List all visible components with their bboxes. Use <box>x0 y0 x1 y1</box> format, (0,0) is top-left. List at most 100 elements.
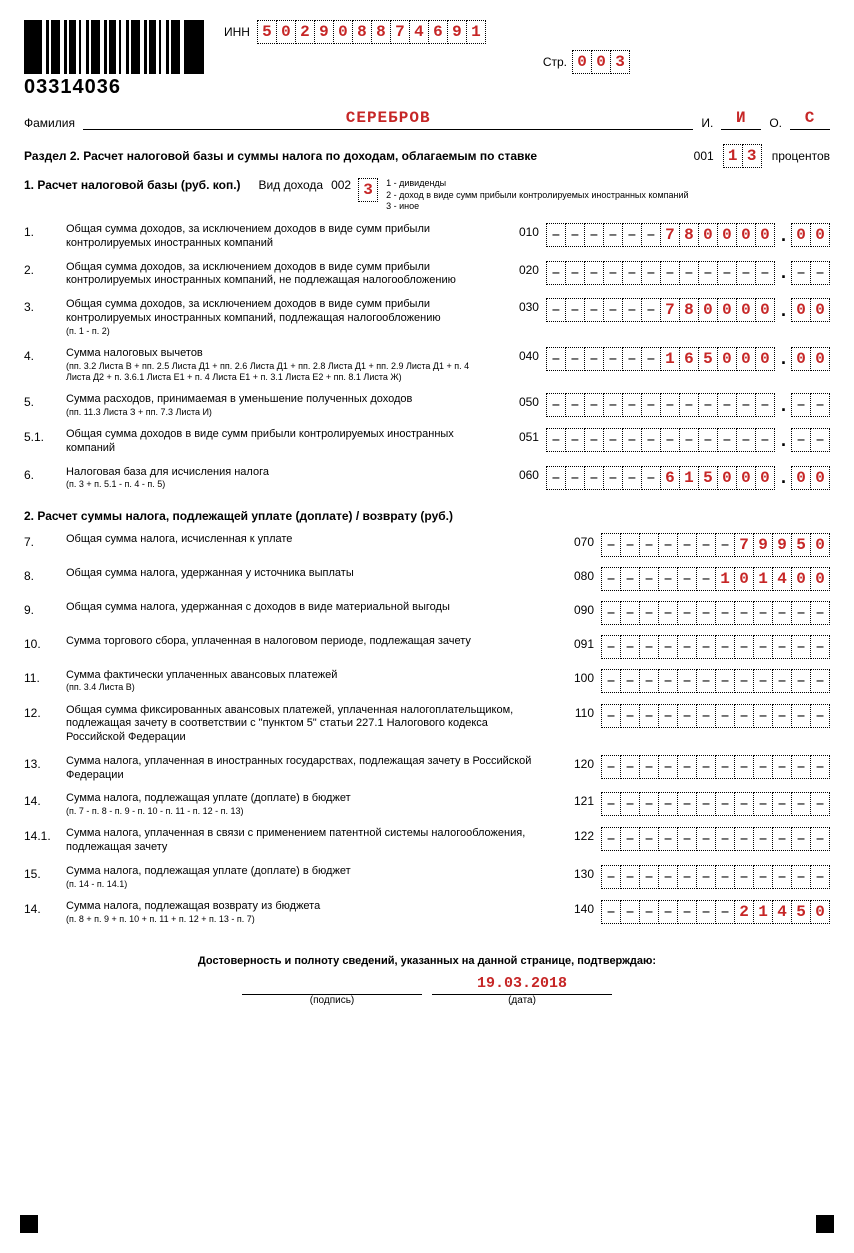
cell: 9 <box>314 20 334 44</box>
cell <box>791 635 811 659</box>
line-number: 8. <box>24 567 58 583</box>
line-description: Общая сумма фиксированных авансовых плат… <box>66 704 550 745</box>
sub1-title: 1. Расчет налоговой базы (руб. коп.) <box>24 178 241 192</box>
form-line: 11.Сумма фактически уплаченных авансовых… <box>24 669 830 694</box>
cell: 0 <box>736 298 756 322</box>
cell <box>639 533 659 557</box>
cell <box>639 827 659 851</box>
cell <box>620 601 640 625</box>
cell <box>696 635 716 659</box>
cell <box>736 428 756 452</box>
cell: 0 <box>791 298 811 322</box>
cell: 0 <box>591 50 611 74</box>
cell: 5 <box>257 20 277 44</box>
cell <box>677 865 697 889</box>
initial-o-value: С <box>790 109 830 130</box>
surname-value: СЕРЕБРОВ <box>83 109 693 130</box>
cell <box>734 827 754 851</box>
line-number: 7. <box>24 533 58 549</box>
inn-cells: 502908874691 <box>258 20 486 44</box>
cell: 0 <box>810 223 830 247</box>
cell: 3 <box>742 144 762 168</box>
cell <box>565 466 585 490</box>
cell <box>810 669 830 693</box>
cell: 1 <box>660 347 680 371</box>
cell <box>601 635 621 659</box>
cell: 7 <box>734 533 754 557</box>
cell <box>658 635 678 659</box>
cell <box>810 704 830 728</box>
signature-line <box>242 975 422 995</box>
cell: 0 <box>333 20 353 44</box>
cell <box>734 755 754 779</box>
cell <box>734 635 754 659</box>
cell <box>717 428 737 452</box>
line-cells <box>602 704 830 728</box>
cell: 0 <box>791 347 811 371</box>
cell <box>677 601 697 625</box>
cell <box>641 466 661 490</box>
page-label: Стр. <box>543 55 567 69</box>
cell <box>546 393 566 417</box>
cell: 6 <box>660 466 680 490</box>
cell <box>791 755 811 779</box>
cell: 0 <box>810 466 830 490</box>
cell <box>736 393 756 417</box>
cell <box>641 261 661 285</box>
page-cells: 003 <box>573 50 630 74</box>
cell <box>810 635 830 659</box>
form-line: 13.Сумма налога, уплаченная в иностранны… <box>24 755 830 783</box>
initial-i-label: И. <box>701 116 713 130</box>
cell <box>677 567 697 591</box>
cell: 0 <box>810 900 830 924</box>
barcode-block: 03314036 <box>24 20 204 99</box>
cell <box>772 755 792 779</box>
decimal-separator: . <box>779 262 788 283</box>
cell <box>620 533 640 557</box>
cell: 0 <box>810 567 830 591</box>
cell <box>565 223 585 247</box>
cell <box>622 393 642 417</box>
cell <box>639 669 659 693</box>
line-cells <box>602 635 830 659</box>
cell <box>791 261 811 285</box>
cell <box>677 669 697 693</box>
cell <box>679 393 699 417</box>
inn-label: ИНН <box>224 25 250 39</box>
cell <box>715 704 735 728</box>
cell: 1 <box>679 466 699 490</box>
cell <box>753 755 773 779</box>
cell <box>639 635 659 659</box>
line-code: 030 <box>503 298 539 314</box>
line-cells: . <box>547 261 830 285</box>
line-code: 100 <box>558 669 594 685</box>
cell <box>620 755 640 779</box>
cell <box>584 393 604 417</box>
rate-code: 001 <box>694 149 714 163</box>
line-code: 090 <box>558 601 594 617</box>
cell: 5 <box>791 900 811 924</box>
cell <box>696 601 716 625</box>
cell <box>715 601 735 625</box>
line-description: Общая сумма доходов, за исключением дохо… <box>66 223 495 251</box>
cell <box>734 601 754 625</box>
cell <box>658 669 678 693</box>
cell <box>679 428 699 452</box>
income-type-cell: 3 <box>359 178 378 202</box>
section2-title: Раздел 2. Расчет налоговой базы и суммы … <box>24 149 684 163</box>
line-description: Сумма налога, уплаченная в связи с приме… <box>66 827 550 855</box>
cell <box>698 393 718 417</box>
line-description: Общая сумма налога, исчисленная к уплате <box>66 533 550 547</box>
cell: 8 <box>371 20 391 44</box>
cell <box>639 865 659 889</box>
line-code: 070 <box>558 533 594 549</box>
cell <box>584 466 604 490</box>
cell <box>810 865 830 889</box>
line-code: 140 <box>558 900 594 916</box>
line-cells: 615000.00 <box>547 466 830 490</box>
cell <box>717 261 737 285</box>
cell <box>677 900 697 924</box>
cell <box>639 567 659 591</box>
form-line: 5.Сумма расходов, принимаемая в уменьшен… <box>24 393 830 418</box>
line-description: Сумма торгового сбора, уплаченная в нало… <box>66 635 550 649</box>
